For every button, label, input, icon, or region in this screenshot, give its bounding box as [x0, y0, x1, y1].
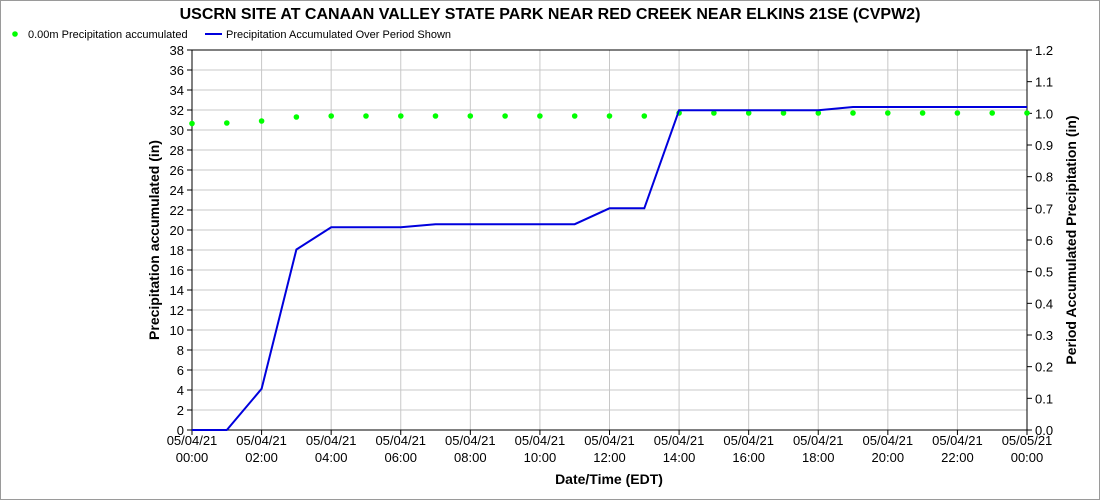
- x-tick-time: 18:00: [802, 450, 835, 465]
- x-tick-time: 20:00: [872, 450, 905, 465]
- x-tick-time: 02:00: [245, 450, 278, 465]
- y-left-tick-label: 6: [177, 363, 184, 378]
- x-tick-date: 05/04/21: [167, 433, 218, 448]
- data-point-accumulated: [711, 110, 717, 116]
- y-left-tick-label: 20: [170, 223, 184, 238]
- x-tick-date: 05/04/21: [723, 433, 774, 448]
- data-point-accumulated: [850, 110, 856, 116]
- data-point-accumulated: [467, 113, 474, 119]
- y-left-tick-label: 26: [170, 163, 184, 178]
- legend-label-line: Precipitation Accumulated Over Period Sh…: [226, 29, 451, 41]
- y-right-tick-label: 1.1: [1035, 75, 1053, 90]
- y-left-tick-label: 8: [177, 343, 184, 358]
- y-left-tick-label: 38: [170, 43, 184, 58]
- data-point-accumulated: [293, 114, 300, 120]
- x-tick-time: 00:00: [176, 450, 209, 465]
- legend-marker-green: [12, 31, 18, 37]
- data-point-accumulated: [537, 113, 543, 119]
- y-left-tick-label: 2: [177, 403, 184, 418]
- data-point-accumulated: [363, 113, 369, 119]
- x-tick-time: 06:00: [384, 450, 417, 465]
- data-point-accumulated: [815, 110, 822, 116]
- y-left-tick-label: 24: [170, 183, 184, 198]
- x-axis-title: Date/Time (EDT): [555, 471, 663, 487]
- y-right-tick-label: 1.0: [1035, 106, 1053, 121]
- y-left-tick-label: 22: [170, 203, 184, 218]
- y-left-tick-label: 4: [177, 383, 184, 398]
- y-axis-left-title: Precipitation accumulated (in): [146, 140, 162, 340]
- data-point-accumulated: [745, 110, 752, 116]
- y-right-tick-label: 0.0: [1035, 423, 1053, 438]
- y-left-tick-label: 18: [170, 243, 184, 258]
- x-tick-date: 05/04/21: [445, 433, 496, 448]
- x-tick-date: 05/04/21: [932, 433, 983, 448]
- series-line-period-accumulated: [192, 106, 1027, 431]
- y-left-tick-label: 30: [170, 123, 184, 138]
- x-tick-time: 16:00: [732, 450, 765, 465]
- data-point-accumulated: [989, 110, 995, 116]
- y-axis-right-title: Period Accumulated Precipitation (in): [1063, 115, 1079, 364]
- y-left-tick-label: 28: [170, 143, 184, 158]
- x-tick-time: 10:00: [524, 450, 557, 465]
- x-tick-time: 04:00: [315, 450, 348, 465]
- data-point-accumulated: [432, 113, 439, 119]
- data-point-accumulated: [606, 113, 613, 119]
- data-point-accumulated: [954, 110, 961, 116]
- y-left-tick-label: 12: [170, 303, 184, 318]
- data-point-accumulated: [885, 110, 891, 116]
- y-right-tick-label: 0.4: [1035, 296, 1053, 311]
- axes: [187, 49, 1032, 435]
- y-right-tick-label: 1.2: [1035, 43, 1053, 58]
- y-left-tick-label: 16: [170, 263, 184, 278]
- data-point-accumulated: [571, 113, 578, 119]
- x-tick-date: 05/04/21: [793, 433, 844, 448]
- y-left-tick-label: 14: [170, 283, 184, 298]
- y-left-tick-label: 32: [170, 103, 184, 118]
- x-tick-date: 05/04/21: [375, 433, 426, 448]
- data-point-accumulated: [189, 120, 195, 127]
- y-left-tick-label: 0: [177, 423, 184, 438]
- x-tick-time: 08:00: [454, 450, 487, 465]
- x-tick-date: 05/04/21: [236, 433, 287, 448]
- legend: 0.00m Precipitation accumulated Precipit…: [12, 29, 451, 41]
- x-tick-time: 12:00: [593, 450, 626, 465]
- data-point-accumulated: [502, 113, 508, 119]
- y-left-tick-label: 34: [170, 83, 184, 98]
- y-right-tick-label: 0.7: [1035, 201, 1053, 216]
- x-tick-date: 05/04/21: [306, 433, 357, 448]
- y-right-tick-label: 0.2: [1035, 360, 1053, 375]
- y-right-tick-label: 0.1: [1035, 391, 1053, 406]
- y-right-tick-label: 0.5: [1035, 265, 1053, 280]
- x-tick-time: 22:00: [941, 450, 974, 465]
- y-left-tick-label: 36: [170, 63, 184, 78]
- x-tick-date: 05/04/21: [515, 433, 566, 448]
- y-right-tick-label: 0.3: [1035, 328, 1053, 343]
- legend-label-points: 0.00m Precipitation accumulated: [28, 29, 188, 41]
- x-tick-date: 05/04/21: [863, 433, 914, 448]
- x-tick-time: 00:00: [1011, 450, 1044, 465]
- data-point-accumulated: [919, 110, 926, 116]
- series: [189, 106, 1030, 431]
- y-left-tick-label: 10: [170, 323, 184, 338]
- data-point-accumulated: [224, 120, 230, 126]
- x-tick-date: 05/04/21: [584, 433, 635, 448]
- x-tick-time: 14:00: [663, 450, 696, 465]
- data-point-accumulated: [328, 113, 335, 119]
- x-tick-date: 05/05/21: [1002, 433, 1053, 448]
- data-point-accumulated: [1024, 110, 1030, 116]
- tick-labels: 024681012141618202224262830323436380.00.…: [167, 43, 1053, 465]
- data-point-accumulated: [258, 118, 265, 124]
- y-right-tick-label: 0.8: [1035, 170, 1053, 185]
- data-point-accumulated: [398, 113, 404, 119]
- y-right-tick-label: 0.9: [1035, 138, 1053, 153]
- plot-area-border: [191, 49, 1028, 431]
- data-point-accumulated: [780, 110, 787, 116]
- x-tick-date: 05/04/21: [654, 433, 705, 448]
- data-point-accumulated: [641, 113, 648, 119]
- chart-title: USCRN SITE AT CANAAN VALLEY STATE PARK N…: [180, 6, 921, 23]
- y-right-tick-label: 0.6: [1035, 233, 1053, 248]
